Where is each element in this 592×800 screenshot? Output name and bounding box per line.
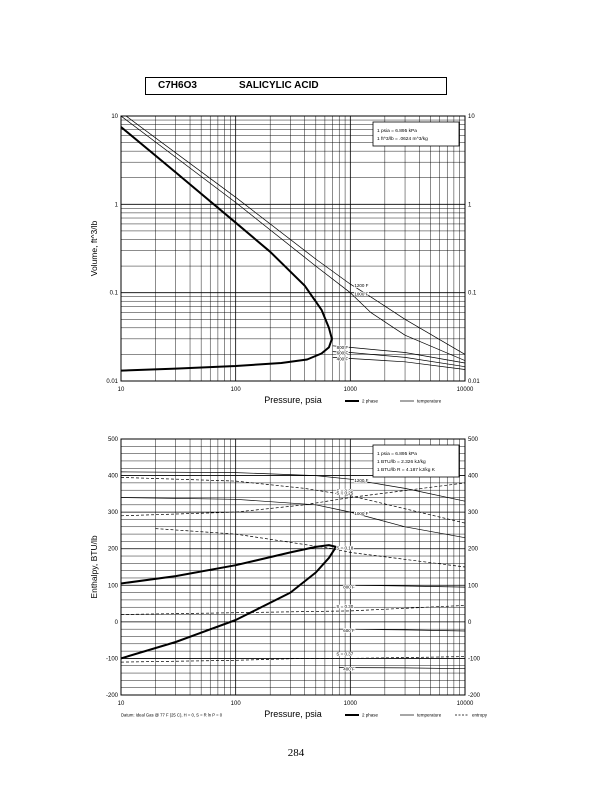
series-s-0-18 [155, 528, 465, 568]
curve-label: S = 0.30 [336, 604, 353, 609]
conversion-box [372, 121, 460, 147]
y-tick-label-left: 0.01 [106, 379, 118, 385]
curve-label: 400 F [343, 667, 355, 672]
y-tick-label-left: 10 [111, 114, 118, 120]
curve-label: 1000 F [354, 292, 368, 297]
y-tick-label-left: 1 [115, 202, 119, 208]
y-axis-label: Enthalpy, BTU/lb [89, 535, 99, 598]
curve-label: 600 F [343, 628, 355, 633]
series-1000-f [121, 497, 465, 539]
legend-label: entropy [472, 713, 488, 718]
y-tick-label-right: 500 [468, 437, 479, 443]
conversion-text: 1 BTU/lb R = 4.187 kJ/kg K [377, 467, 436, 473]
conversion-box [372, 444, 460, 478]
conversion-text: 1 ft^3/lb = .0624 m^3/kg [377, 136, 428, 142]
y-tick-label-left: 200 [108, 547, 119, 553]
volume-chart: 10 100 1000 10000 10 10 1 1 0.1 0.1 0.01 0.01 Pressu… [89, 114, 480, 405]
conversion-text: 1 psia = 6.895 kPa [377, 128, 417, 134]
y-tick-label-left: 300 [108, 510, 119, 516]
y-tick-label-right: 100 [468, 583, 479, 589]
series-400-f [339, 667, 465, 670]
y-tick-label-left: 0 [115, 620, 119, 626]
series-2-phase [121, 544, 337, 660]
y-tick-label-left: 0.1 [110, 291, 119, 297]
legend-label: 2 phase [362, 713, 379, 718]
plot-frame [120, 115, 466, 382]
y-tick-label-right: 400 [468, 474, 479, 480]
series-s-0-21 [121, 477, 465, 524]
y-tick-label-left: -200 [106, 693, 119, 699]
curve-label: 600 F [337, 351, 349, 356]
x-tick-label: 1000 [344, 701, 358, 707]
series-1200-f [125, 116, 465, 355]
y-tick-label-left: 500 [108, 437, 119, 443]
x-axis-label: Pressure, psia [264, 709, 322, 719]
legend-label: temperature [417, 399, 442, 404]
curve-label: 1200 F [354, 283, 368, 288]
y-tick-label-left: 100 [108, 583, 119, 589]
series-1200-f [121, 471, 465, 502]
page-number: 284 [287, 747, 305, 759]
legend-label: temperature [417, 713, 442, 718]
y-tick-label-right: 10 [468, 114, 475, 120]
x-tick-label: 100 [231, 387, 242, 393]
y-tick-label-right: 0.1 [468, 291, 477, 297]
x-tick-label: 10 [118, 701, 125, 707]
curve-label: 400 F [337, 356, 349, 361]
y-tick-label-right: 1 [468, 202, 472, 208]
y-tick-label-right: 0.01 [468, 379, 480, 385]
conversion-text: 1 psia = 6.895 kPa [377, 451, 417, 457]
curve-label: S = 0.21 [336, 489, 353, 494]
datum-footnote: Datum: Ideal Gas @ 77 F (25 C), H = 0, S… [121, 713, 223, 718]
series-1000-f [121, 116, 465, 361]
series-s-0-37 [121, 656, 465, 663]
series-600-f [332, 351, 465, 368]
curve-label: 800 F [337, 345, 349, 350]
compound-formula: C7H6O3 [158, 80, 197, 91]
curve-label: S = 0.18 [336, 545, 353, 550]
y-tick-label-right: 300 [468, 510, 479, 516]
series-s-0-25 [121, 482, 465, 517]
x-tick-label: 1000 [344, 387, 358, 393]
x-tick-label: 10000 [457, 387, 474, 393]
y-tick-label-left: -100 [106, 656, 119, 662]
y-tick-label-right: 0 [468, 620, 472, 626]
curve-label: 800 F [343, 584, 355, 589]
legend-label: 2 phase [362, 399, 379, 404]
compound-name: SALICYLIC ACID [239, 80, 319, 91]
curve-label: 1200 F [354, 478, 368, 483]
series-800-f [339, 584, 465, 588]
title-box: C7H6O3 SALICYLIC ACID [145, 77, 447, 95]
x-tick-label: 10000 [457, 701, 474, 707]
x-tick-label: 100 [231, 701, 242, 707]
y-axis-label: Volume, ft^3/lb [89, 220, 99, 276]
series-800-f [332, 345, 465, 364]
series-600-f [339, 628, 465, 632]
series-400-f [332, 357, 465, 370]
x-axis-label: Pressure, psia [264, 395, 322, 405]
series-2-phase [121, 126, 333, 372]
curve-label: 1000 F [354, 511, 368, 516]
series-s-0-30 [121, 605, 465, 615]
y-tick-label-left: 400 [108, 474, 119, 480]
y-tick-label-right: -100 [468, 656, 481, 662]
curve-label: S = 0.25 [336, 491, 353, 496]
y-tick-label-right: -200 [468, 693, 481, 699]
curve-label: S = 0.37 [336, 651, 353, 656]
x-tick-label: 10 [118, 387, 125, 393]
y-tick-label-right: 200 [468, 547, 479, 553]
conversion-text: 1 BTU/lb = 2.326 kJ/kg [377, 459, 426, 465]
